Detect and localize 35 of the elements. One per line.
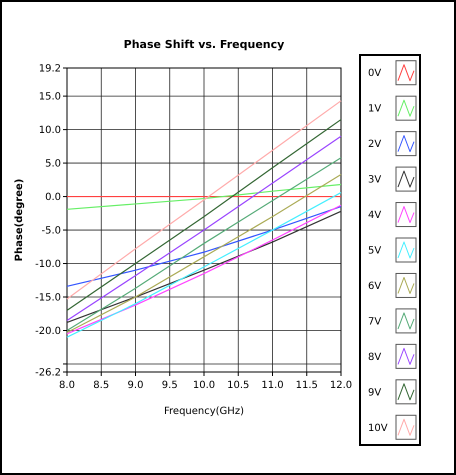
y-axis-title: Phase(degree) [14, 178, 25, 262]
x-tick-label: 8.5 [93, 380, 110, 391]
x-tick-label: 12.0 [330, 380, 352, 391]
x-tick-label: 11.5 [296, 380, 318, 391]
legend-label: 7V [368, 316, 382, 328]
legend-label: 2V [368, 139, 382, 150]
y-tick-label: 0.0 [45, 192, 61, 204]
x-axis-title: Frequency(GHz) [164, 406, 244, 417]
x-tick-label: 9.5 [162, 380, 178, 391]
x-tick-label: 8.0 [59, 380, 75, 391]
y-tick-label: -15.0 [35, 292, 61, 304]
y-tick-label: 15.0 [38, 92, 61, 103]
line-series [66, 206, 342, 287]
legend-label: 8V [368, 352, 382, 363]
y-tick-label: -5.0 [41, 226, 61, 237]
legend-label: 0V [368, 68, 382, 80]
y-tick-label: 5.0 [45, 158, 61, 170]
y-tick-label: 10.0 [38, 125, 61, 136]
y-tick-label: -10.0 [35, 259, 61, 270]
legend-label: 5V [368, 246, 382, 256]
legend-label: 9V [368, 387, 382, 398]
line-series [66, 184, 342, 210]
chart-title: Phase Shift vs. Frequency [124, 38, 284, 51]
legend-label: 10V [368, 422, 388, 434]
x-tick-label: 10.5 [227, 380, 250, 391]
x-tick-label: 10.0 [192, 380, 216, 391]
x-tick-label: 9.0 [128, 380, 144, 391]
y-tick-label: 19.2 [38, 64, 61, 74]
legend-label: 3V [368, 174, 382, 186]
y-tick-label: -20.0 [35, 326, 61, 337]
y-tick-label: -26.2 [35, 368, 61, 378]
legend-label: 1V [368, 104, 382, 115]
x-tick-label: 11.0 [261, 380, 284, 391]
legend-label: 4V [368, 210, 382, 222]
legend-label: 6V [368, 280, 382, 292]
